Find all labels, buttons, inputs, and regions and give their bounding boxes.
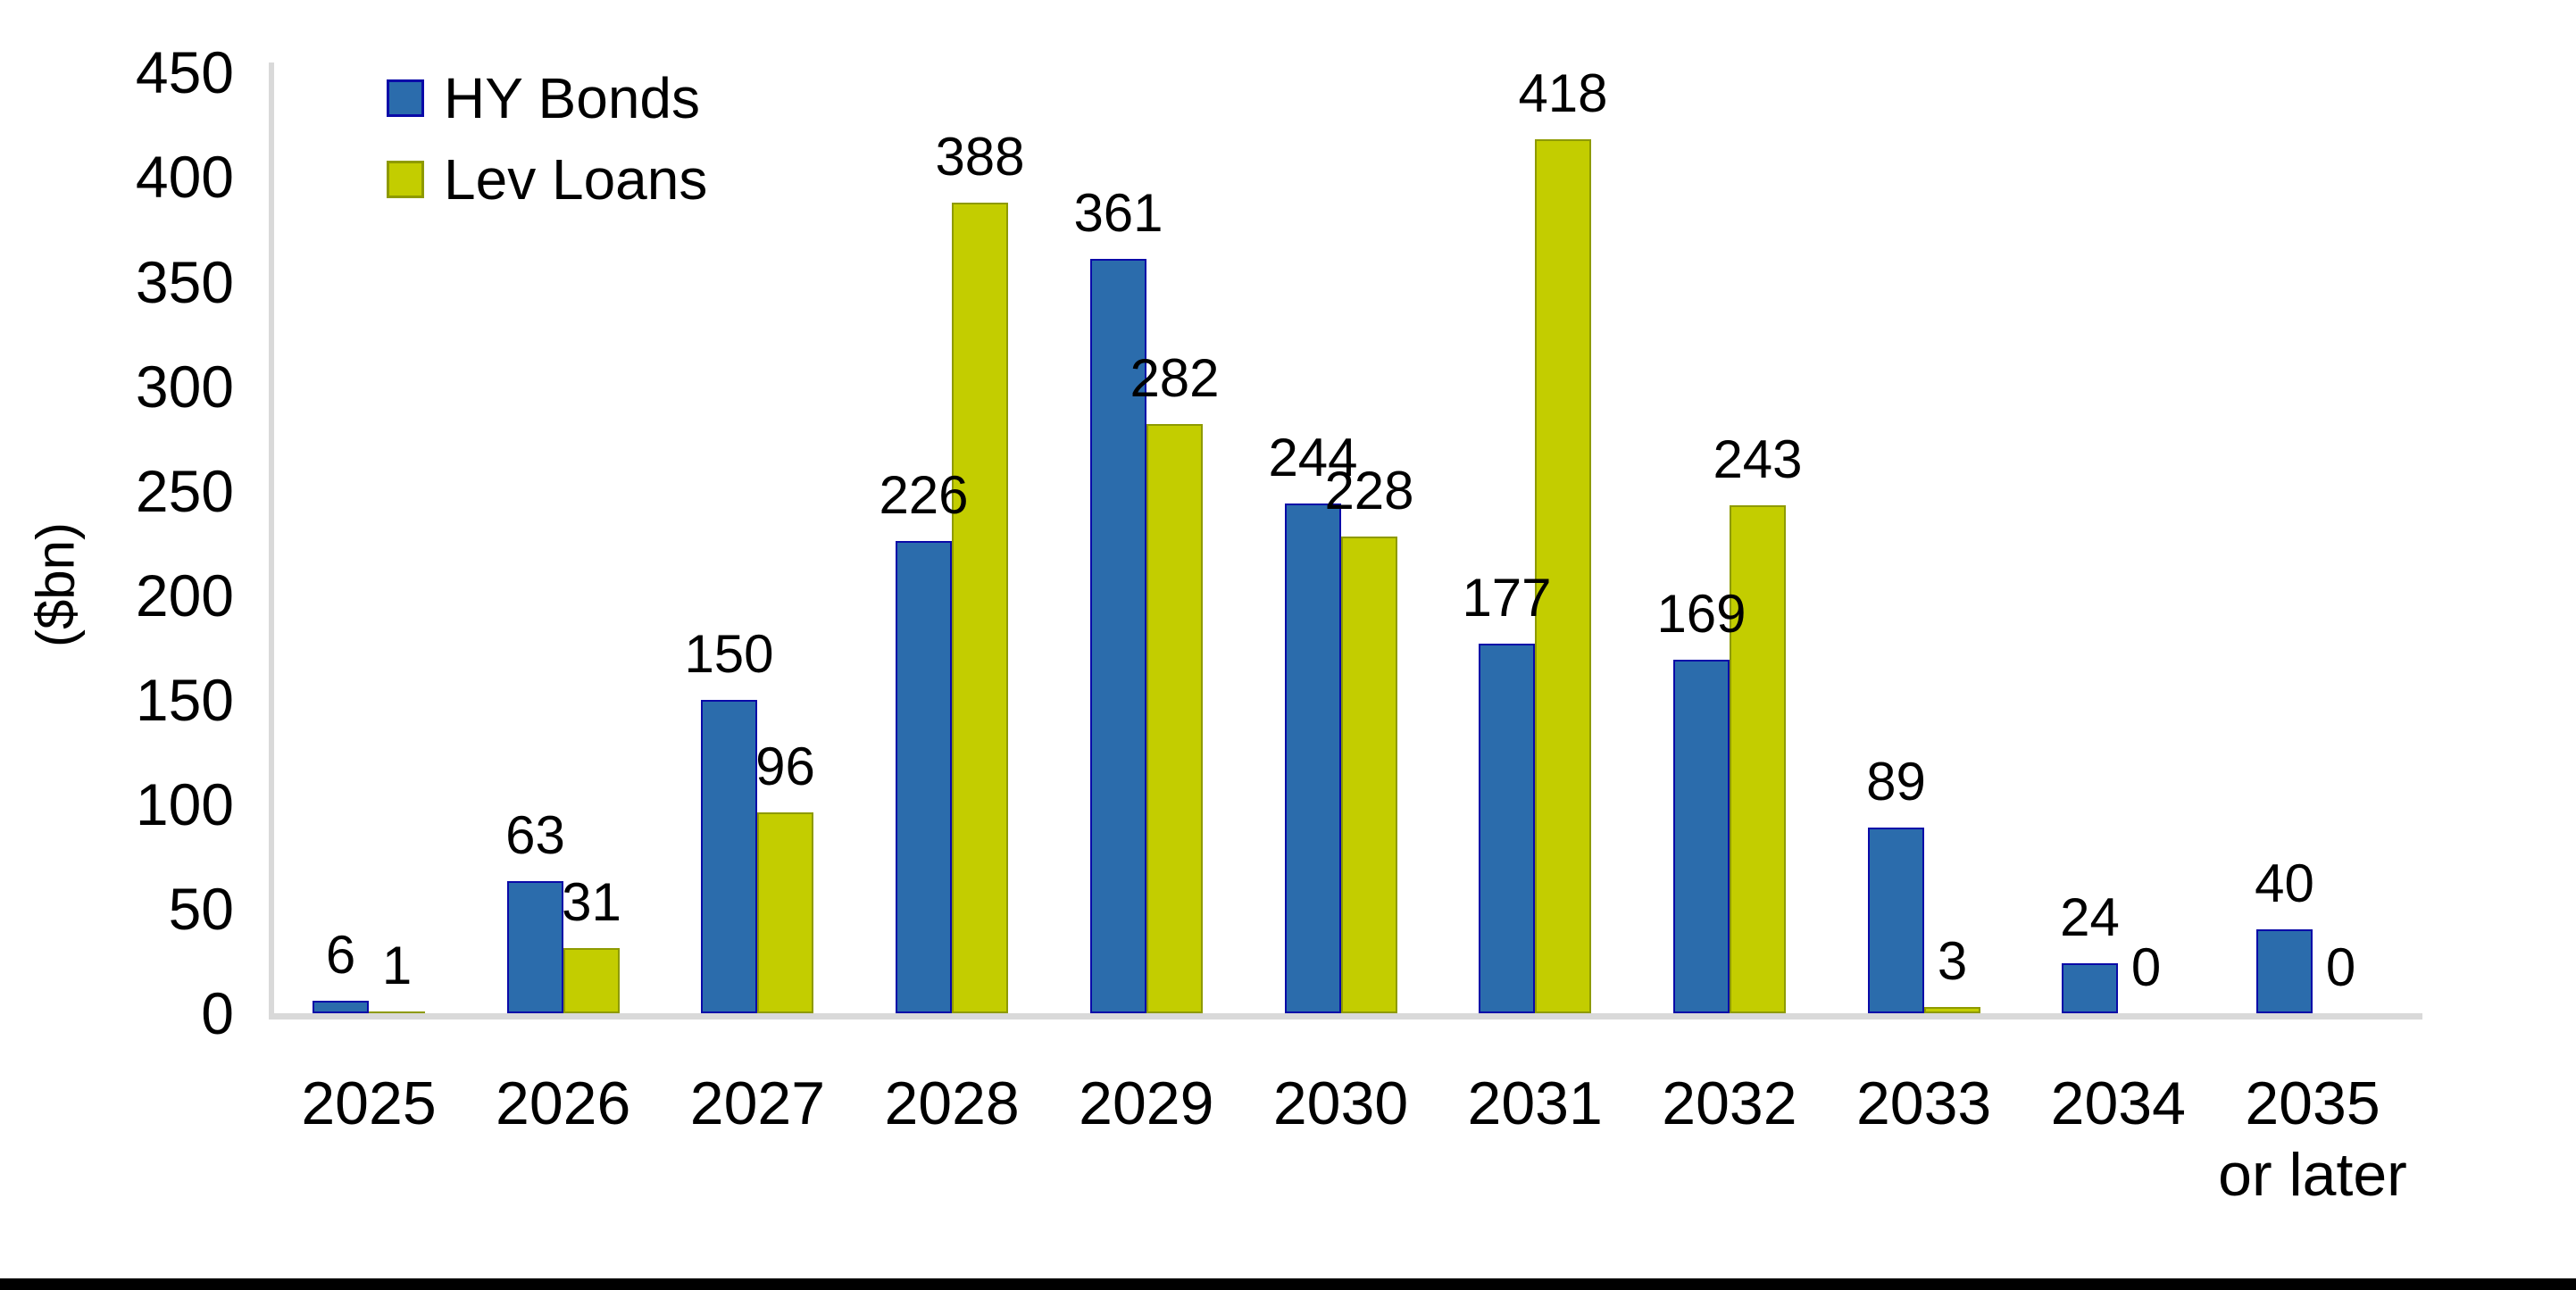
bar-hy-bonds-2034 [2062, 963, 2118, 1013]
x-tick-2028: 2028 [884, 1069, 1020, 1137]
y-tick-200: 200 [135, 562, 234, 628]
bar-lev-loans-2031 [1535, 139, 1591, 1013]
bar-lev-loans-2028 [952, 203, 1008, 1013]
bar-lev-loans-2026 [563, 948, 620, 1013]
legend-item-hy-bonds: HY Bonds [387, 70, 707, 127]
bar-hy-bonds-2030 [1285, 504, 1341, 1013]
y-tick-150: 150 [135, 667, 234, 733]
y-tick-300: 300 [135, 354, 234, 420]
x-tick-2033: 2033 [1855, 1069, 1992, 1137]
bar-lev-loans-2030 [1341, 537, 1397, 1013]
data-label-lev-loans-2025: 1 [381, 936, 413, 995]
data-label-lev-loans-2026: 31 [562, 872, 621, 932]
x-tick-2035: 2035 or later [2218, 1069, 2407, 1209]
data-label-lev-loans-2034: 0 [2130, 937, 2162, 997]
data-label-lev-loans-2030: 228 [1324, 461, 1414, 520]
y-tick-350: 350 [135, 249, 234, 315]
data-label-hy-bonds-2034: 24 [2060, 887, 2120, 947]
bar-hy-bonds-2032 [1673, 660, 1730, 1013]
bar-hy-bonds-2026 [507, 881, 563, 1013]
bar-hy-bonds-2035 [2256, 929, 2313, 1013]
x-tick-2031: 2031 [1467, 1069, 1603, 1137]
y-axis-title: ($bn) [25, 521, 86, 648]
x-tick-2026: 2026 [496, 1069, 631, 1137]
y-tick-50: 50 [168, 876, 234, 942]
data-label-lev-loans-2028: 388 [935, 127, 1025, 187]
data-label-hy-bonds-2031: 177 [1462, 568, 1552, 628]
y-tick-400: 400 [135, 144, 234, 210]
data-label-hy-bonds-2028: 226 [879, 465, 969, 525]
data-label-lev-loans-2032: 243 [1713, 429, 1803, 489]
data-label-hy-bonds-2025: 6 [325, 925, 356, 985]
bar-hy-bonds-2025 [313, 1001, 369, 1013]
legend-item-lev-loans: Lev Loans [387, 151, 707, 208]
legend-swatch-hy-bonds [387, 79, 424, 117]
bar-lev-loans-2025 [369, 1011, 425, 1013]
data-label-lev-loans-2031: 418 [1518, 63, 1608, 123]
bar-hy-bonds-2027 [701, 700, 757, 1013]
y-axis-line [269, 62, 274, 1020]
bar-hy-bonds-2031 [1479, 644, 1535, 1013]
x-tick-2029: 2029 [1079, 1069, 1214, 1137]
data-label-hy-bonds-2026: 63 [505, 805, 565, 865]
bottom-rule [0, 1278, 2576, 1290]
y-tick-0: 0 [201, 980, 234, 1046]
x-tick-2034: 2034 [2050, 1069, 2186, 1137]
data-label-hy-bonds-2027: 150 [684, 624, 774, 684]
bar-hy-bonds-2029 [1090, 259, 1146, 1013]
data-label-lev-loans-2027: 96 [755, 737, 815, 796]
data-label-hy-bonds-2029: 361 [1073, 183, 1163, 243]
y-tick-100: 100 [135, 771, 234, 837]
data-label-hy-bonds-2033: 89 [1866, 752, 1926, 811]
x-tick-2030: 2030 [1272, 1069, 1409, 1137]
bar-lev-loans-2033 [1924, 1007, 1980, 1013]
bar-lev-loans-2027 [757, 812, 813, 1013]
x-tick-2025: 2025 [301, 1069, 437, 1137]
data-label-lev-loans-2035: 0 [2325, 937, 2356, 997]
y-tick-250: 250 [135, 458, 234, 524]
bar-hy-bonds-2028 [896, 541, 952, 1013]
data-label-lev-loans-2033: 3 [1937, 931, 1968, 991]
data-label-lev-loans-2029: 282 [1130, 348, 1220, 408]
bar-lev-loans-2032 [1730, 505, 1786, 1013]
legend-label-hy-bonds: HY Bonds [444, 66, 700, 130]
x-tick-2032: 2032 [1662, 1069, 1797, 1137]
x-axis-baseline [269, 1013, 2422, 1020]
data-label-hy-bonds-2035: 40 [2255, 853, 2314, 913]
y-tick-450: 450 [135, 39, 234, 105]
bar-lev-loans-2029 [1146, 424, 1203, 1013]
legend-swatch-lev-loans [387, 161, 424, 198]
x-tick-2027: 2027 [689, 1069, 826, 1137]
legend: HY Bonds Lev Loans [387, 70, 707, 241]
legend-label-lev-loans: Lev Loans [444, 147, 708, 212]
bar-hy-bonds-2033 [1868, 828, 1924, 1013]
data-label-hy-bonds-2032: 169 [1656, 584, 1747, 644]
data-label-hy-bonds-2030: 244 [1268, 428, 1358, 487]
